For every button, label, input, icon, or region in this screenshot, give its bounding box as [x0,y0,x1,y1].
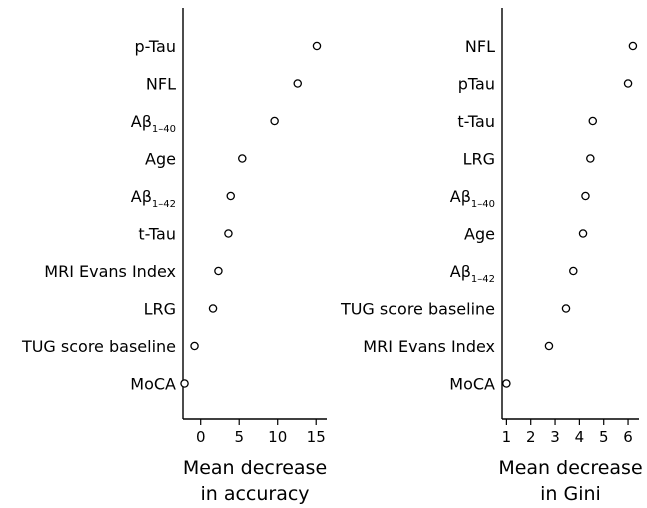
gini-category-label: t-Tau [457,112,495,131]
gini-axis-title-line: Mean decrease [498,457,642,479]
accuracy-x-tick-label: 0 [196,428,206,446]
gini-data-point [628,41,638,51]
accuracy-x-tick-label: 10 [268,428,287,446]
gini-data-point [502,379,511,388]
accuracy-category-label: p-Tau [134,37,176,56]
accuracy-axis-title-line: Mean decrease [183,457,327,479]
gini-category-label: MoCA [449,375,495,394]
gini-category-label: LRG [463,150,495,169]
accuracy-data-point [238,154,247,163]
accuracy-category-label: MRI Evans Index [44,262,176,281]
accuracy-panel: 0 5 10 15 Mean decrease in accuracy p-Tau NFL Aβ… [21,8,327,505]
gini-category-label: MRI Evans Index [363,337,495,356]
gini-panel: 1 2 3 4 5 6 Mean decrease in Gini NFL pTau t-Tau LR… [340,8,643,505]
gini-x-tick-label: 3 [550,428,560,446]
accuracy-axis-title-line: in accuracy [200,483,309,505]
accuracy-data-point [224,229,233,238]
accuracy-x-tick-label: 5 [234,428,244,446]
gini-data-point [588,116,598,126]
accuracy-data-point [214,266,223,276]
accuracy-category-label: Aβ1–40 [131,112,176,135]
gini-data-point [578,229,588,238]
accuracy-data-point [190,341,199,351]
gini-category-label: TUG score baseline [340,300,495,319]
accuracy-x-tick-label: 15 [307,428,326,446]
gini-category-label: Aβ1–40 [450,187,495,210]
gini-data-point [569,266,578,276]
gini-x-tick-label: 4 [575,428,585,446]
gini-category-label: Aβ1–42 [450,262,495,285]
gini-x-tick-label: 6 [623,428,633,446]
accuracy-category-label: TUG score baseline [21,337,176,356]
gini-x-tick-label: 5 [599,428,609,446]
gini-category-label: NFL [465,37,495,56]
accuracy-data-point [226,191,235,201]
accuracy-category-label: MoCA [130,375,176,394]
gini-data-point [586,154,595,163]
accuracy-data-point [312,41,322,51]
gini-x-tick-label: 2 [526,428,536,446]
gini-data-point [581,191,590,201]
accuracy-category-label: Aβ1–42 [131,187,176,210]
accuracy-category-label: t-Tau [138,225,176,244]
gini-axis-title-line: in Gini [540,483,601,505]
gini-data-point [623,79,633,88]
accuracy-category-label: NFL [146,75,176,94]
gini-category-label: Age [464,225,495,244]
accuracy-data-point [180,379,189,388]
gini-x-tick-label: 1 [502,428,512,446]
accuracy-category-label: Age [145,150,176,169]
accuracy-data-point [208,304,218,313]
gini-data-point [561,304,571,313]
accuracy-data-point [293,79,302,88]
gini-data-point [544,341,554,351]
accuracy-data-point [270,116,279,126]
accuracy-category-label: LRG [144,300,176,319]
gini-category-label: pTau [458,75,495,94]
